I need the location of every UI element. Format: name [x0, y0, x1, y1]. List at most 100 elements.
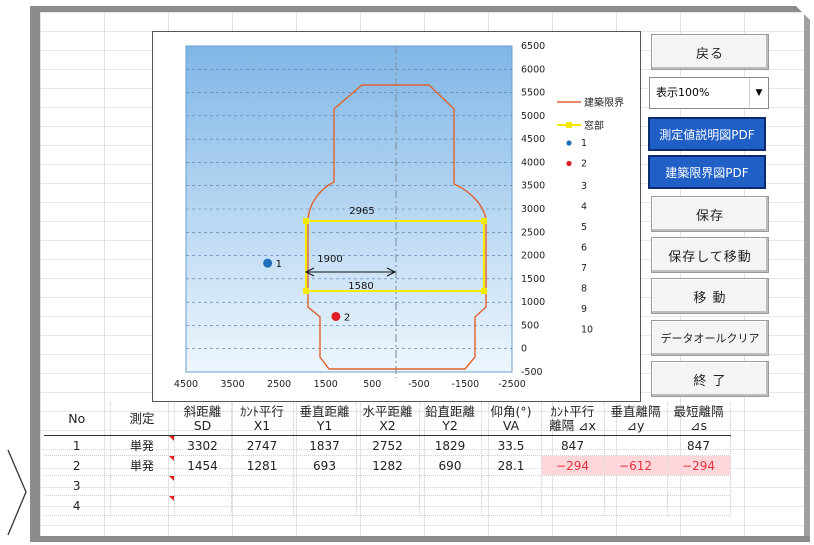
table-cell[interactable]: 33.5	[481, 435, 542, 456]
table-cell[interactable]: 単発	[110, 455, 175, 476]
table-cell[interactable]: 単発	[110, 435, 175, 456]
table-cell[interactable]: 1281	[231, 455, 294, 476]
table-cell[interactable]: 1829	[419, 435, 482, 456]
column-header: 測定	[110, 403, 175, 436]
y-tick-label: 6500	[521, 41, 545, 52]
column-header-line2: ⊿s	[690, 418, 707, 433]
table-cell[interactable]	[604, 495, 668, 516]
exit-button[interactable]: 終 了	[651, 361, 769, 397]
comment-marker-icon	[168, 496, 174, 501]
table-cell[interactable]: 690	[419, 455, 482, 476]
table-cell[interactable]: 847	[541, 435, 605, 456]
table-cell[interactable]	[231, 475, 294, 496]
frame-left-border	[30, 6, 40, 536]
x-tick-label: 2500	[267, 379, 291, 390]
x-tick-label: -1500	[452, 379, 480, 390]
column-header: 垂直距離 Y1	[293, 403, 357, 436]
column-header-line1: 仰角(°)	[490, 404, 532, 419]
clear-all-button[interactable]: データオールクリア	[651, 320, 769, 356]
table-cell[interactable]: −294	[541, 455, 605, 476]
table-cell[interactable]	[604, 475, 668, 496]
column-header-line1: 最短離隔	[673, 404, 724, 419]
table-cell[interactable]	[604, 435, 668, 456]
table-cell[interactable]	[293, 475, 357, 496]
column-header-line2: X2	[379, 418, 396, 433]
table-cell[interactable]	[231, 495, 294, 516]
column-header: 斜距離 SD	[174, 403, 232, 436]
table-cell[interactable]	[356, 495, 420, 516]
previous-chevron-icon[interactable]	[0, 445, 32, 540]
table-cell[interactable]: 1454	[174, 455, 232, 476]
measurement-pdf-button[interactable]: 測定値説明図PDF	[648, 117, 766, 151]
table-cell[interactable]	[419, 475, 482, 496]
table-cell[interactable]	[110, 475, 175, 496]
y-tick-label: 2500	[521, 227, 545, 238]
table-cell[interactable]	[541, 475, 605, 496]
measurement-point-2	[331, 311, 341, 321]
frame-right-border	[804, 6, 810, 536]
dimension-label-2965: 2965	[349, 206, 374, 217]
frame-top-border	[30, 6, 810, 12]
table-cell[interactable]	[174, 475, 232, 496]
point-1-label: 1	[276, 259, 282, 270]
table-cell[interactable]: 3	[44, 475, 111, 496]
table-cell[interactable]	[541, 495, 605, 516]
y-tick-label: 2000	[521, 251, 545, 262]
column-header: 最短離隔 ⊿s	[667, 403, 731, 436]
table-cell[interactable]: 3302	[174, 435, 232, 456]
zoom-select-value: 表示100%	[656, 86, 710, 99]
table-cell[interactable]: 2	[44, 455, 111, 476]
y-tick-label: 1000	[521, 297, 545, 308]
dropdown-arrow-icon[interactable]: ▼	[749, 78, 768, 108]
table-cell[interactable]	[481, 495, 542, 516]
move-button[interactable]: 移 動	[651, 278, 769, 314]
legend-item-9: 9	[581, 304, 587, 315]
table-cell[interactable]	[667, 475, 731, 496]
table-cell[interactable]	[110, 495, 175, 516]
dimension-label-1580: 1580	[348, 281, 373, 292]
measurement-table: No 測定 斜距離 SD ｶﾝﾄ平行 X1 垂直距離 Y1 水平距離 X2 鉛直距離 Y2 仰角(°) V…	[44, 403, 731, 516]
window-corner	[481, 218, 487, 224]
y-tick-label: 4500	[521, 134, 545, 145]
x-axis-ticks: 4500 3500 2500 1500 500 -500 -1500 -2500	[174, 379, 526, 390]
column-header: ｶﾝﾄ平行 離隔 ⊿x	[541, 403, 605, 436]
table-cell[interactable]: −612	[604, 455, 668, 476]
back-button[interactable]: 戻る	[651, 34, 769, 70]
y-tick-label: 4000	[521, 157, 545, 168]
column-header-line2: 離隔 ⊿x	[549, 418, 596, 433]
table-cell[interactable]	[419, 495, 482, 516]
table-cell[interactable]	[356, 475, 420, 496]
table-cell[interactable]	[174, 495, 232, 516]
x-tick-label: 500	[363, 379, 381, 390]
table-row: 3	[44, 475, 731, 496]
table-cell[interactable]	[293, 495, 357, 516]
table-cell[interactable]: −294	[667, 455, 731, 476]
column-header-line2: VA	[502, 418, 520, 433]
window-corner	[481, 288, 487, 294]
legend-marker-1	[566, 140, 572, 146]
zoom-select[interactable]: 表示100% ▼	[649, 77, 769, 109]
table-cell[interactable]: 28.1	[481, 455, 542, 476]
table-cell[interactable]: 1	[44, 435, 111, 456]
table-cell[interactable]: 2752	[356, 435, 420, 456]
x-tick-label: 3500	[220, 379, 244, 390]
y-tick-label: 500	[521, 320, 539, 331]
table-cell[interactable]: 693	[293, 455, 357, 476]
clearance-pdf-button[interactable]: 建築限界図PDF	[648, 155, 766, 189]
y-axis-ticks: 6500600055005000450040003500300025002000…	[521, 41, 545, 378]
column-header-line2: ⊿y	[626, 418, 645, 433]
table-cell[interactable]: 4	[44, 495, 111, 516]
table-cell[interactable]: 847	[667, 435, 731, 456]
column-header-line2: Y1	[316, 418, 333, 433]
table-cell[interactable]	[667, 495, 731, 516]
save-button[interactable]: 保存	[651, 196, 769, 232]
table-row: 2 単発 1454 1281 693 1282 690 28.1 −294 −612 −294	[44, 455, 731, 476]
table-cell[interactable]: 1837	[293, 435, 357, 456]
legend-window-marker	[566, 122, 572, 128]
legend-item-5: 5	[581, 222, 587, 233]
table-cell[interactable]	[481, 475, 542, 496]
y-tick-label: -500	[521, 367, 543, 378]
save-and-move-button[interactable]: 保存して移動	[651, 237, 769, 273]
table-cell[interactable]: 2747	[231, 435, 294, 456]
table-cell[interactable]: 1282	[356, 455, 420, 476]
